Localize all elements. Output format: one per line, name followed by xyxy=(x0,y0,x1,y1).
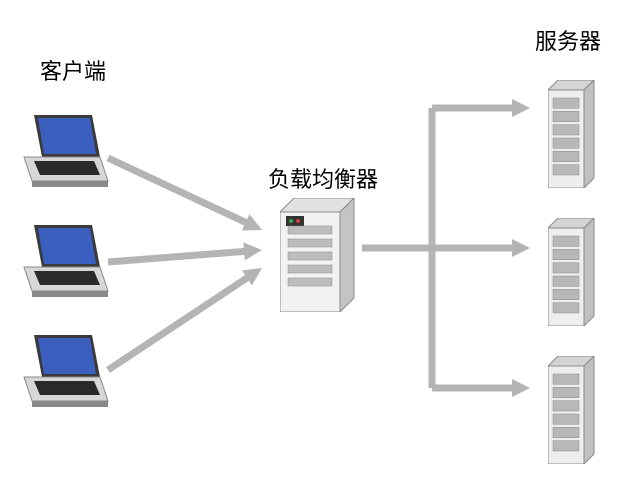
client-laptop xyxy=(20,335,110,420)
server-node xyxy=(548,80,604,193)
server-node xyxy=(548,356,604,469)
server-node xyxy=(548,218,604,331)
loadbalancer-node xyxy=(280,198,368,317)
client-laptop xyxy=(20,225,110,310)
client-laptop xyxy=(20,115,110,200)
